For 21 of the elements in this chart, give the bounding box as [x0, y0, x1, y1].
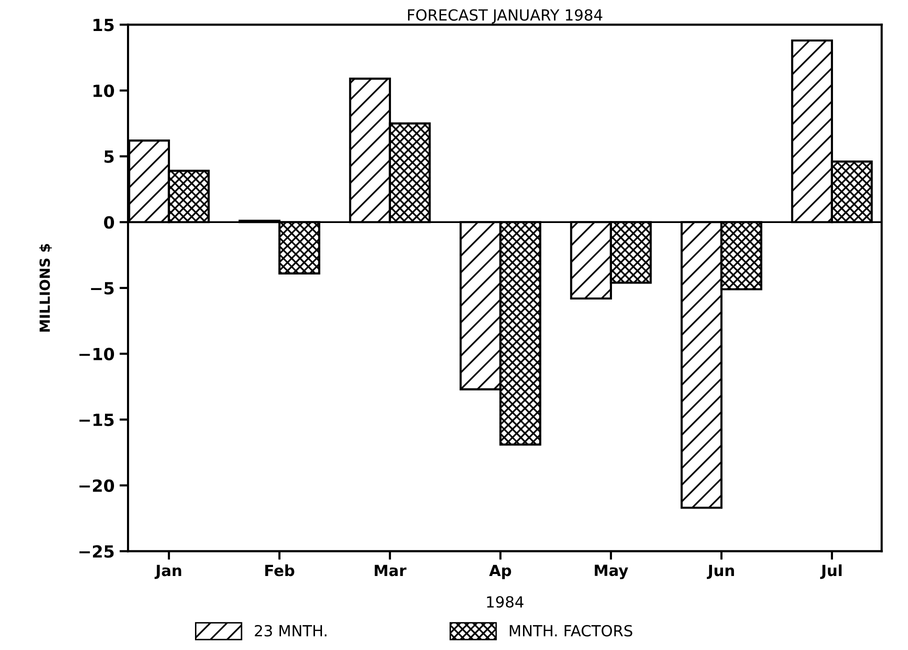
y-tick-label: −5 — [91, 282, 114, 295]
x-tick-label: Feb — [265, 564, 294, 576]
y-tick-label: 0 — [104, 216, 114, 229]
x-tick-label: Ap — [489, 564, 512, 580]
x-tick-label: Mar — [374, 564, 406, 576]
y-tick-label: 5 — [104, 150, 114, 163]
y-axis-title: MILLIONS $ — [39, 244, 52, 332]
x-axis-title: 1984 — [487, 596, 524, 608]
legend-label: 23 MNTH. — [254, 624, 326, 637]
y-tick-label: −10 — [79, 348, 114, 360]
chart-title: FORECAST JANUARY 1984 — [408, 9, 602, 24]
y-tick-label: −25 — [79, 545, 114, 558]
legend-label: MNTH. FACTORS — [510, 624, 632, 637]
x-tick-label: Jun — [706, 564, 734, 580]
x-tick-label: Jan — [154, 564, 182, 580]
y-tick-label: 10 — [94, 84, 114, 98]
x-tick-label: May — [594, 564, 628, 580]
y-tick-label: 15 — [94, 18, 114, 32]
x-tick-label: Jul — [820, 564, 842, 580]
y-tick-label: −15 — [79, 414, 114, 426]
y-tick-label: −20 — [79, 479, 114, 492]
